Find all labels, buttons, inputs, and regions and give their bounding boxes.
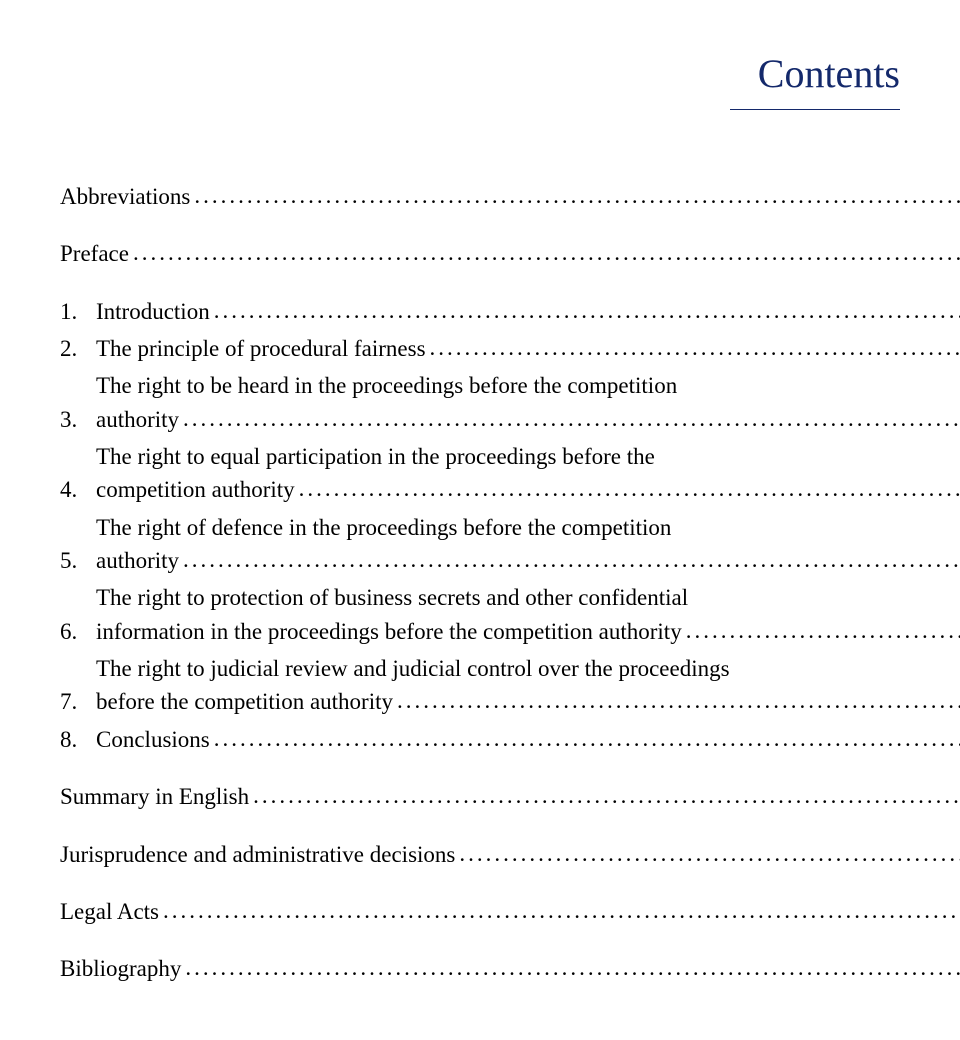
dot-leader [682, 614, 960, 647]
toc-entry-number: 4. [60, 473, 96, 506]
dot-leader [129, 236, 960, 269]
toc-entry-text: The principle of procedural fairness31 [96, 332, 960, 365]
toc-entry: 7.The right to judicial review and judic… [60, 652, 900, 719]
toc-entry-text: Jurisprudence and administrative decisio… [60, 838, 960, 871]
toc-entry-line-text: before the competition authority [96, 685, 393, 718]
toc-entry: Bibliography361 [60, 952, 900, 985]
toc-entry-line: The right of defence in the proceedings … [96, 511, 960, 544]
toc-entry: 5.The right of defence in the proceeding… [60, 511, 900, 578]
toc-entry-line-text: information in the proceedings before th… [96, 615, 682, 648]
toc-entry-line-text: The right to protection of business secr… [96, 581, 688, 614]
dot-leader [210, 294, 960, 327]
toc-entry-line: Conclusions323 [96, 723, 960, 756]
toc-entry-line-text: Abbreviations [60, 180, 190, 213]
toc-entry-text: Legal Acts357 [60, 895, 960, 928]
toc-entry-line-text: authority [96, 403, 179, 436]
toc-entry-text: Introduction21 [96, 295, 960, 328]
toc-entry-line: competition authority153 [96, 473, 960, 506]
toc-entry-text: The right to equal participation in the … [96, 440, 960, 507]
toc-entry-number: 6. [60, 615, 96, 648]
toc-entry-line: Summary in English333 [60, 780, 960, 813]
toc-entry-line: Legal Acts357 [60, 895, 960, 928]
dot-leader [179, 543, 960, 576]
toc-entry-line: Jurisprudence and administrative decisio… [60, 838, 960, 871]
toc-entry-text: Summary in English333 [60, 780, 960, 813]
dot-leader [455, 837, 960, 870]
toc-entry-line-text: The right to be heard in the proceedings… [96, 369, 677, 402]
dot-leader [393, 684, 960, 717]
toc-entry-number: 8. [60, 723, 96, 756]
toc-entry-text: The right to be heard in the proceedings… [96, 369, 960, 436]
toc-entry-line-text: The right of defence in the proceedings … [96, 511, 671, 544]
toc-entry: 3.The right to be heard in the proceedin… [60, 369, 900, 436]
toc-entry-number: 2. [60, 332, 96, 365]
toc-entry-line-text: The right to equal participation in the … [96, 440, 655, 473]
toc-entry-line: Bibliography361 [60, 952, 960, 985]
dot-leader [159, 894, 960, 927]
toc-entry-line: The right to be heard in the proceedings… [96, 369, 960, 402]
toc-entry-line: authority99 [96, 403, 960, 436]
toc-entry-number: 1. [60, 295, 96, 328]
toc-entry-text: The right to protection of business secr… [96, 581, 960, 648]
toc-entry: Preface17 [60, 237, 900, 270]
toc-entry-number: 5. [60, 544, 96, 577]
dot-leader [190, 179, 960, 212]
toc-entry-line: information in the proceedings before th… [96, 615, 960, 648]
toc-entry-line-text: Conclusions [96, 723, 210, 756]
toc-entry: Abbreviations15 [60, 180, 900, 213]
toc-entry: 8.Conclusions323 [60, 723, 900, 756]
toc-entry-line: The right to judicial review and judicia… [96, 652, 960, 685]
toc-entry: 1.Introduction21 [60, 295, 900, 328]
toc-entry: Summary in English333 [60, 780, 900, 813]
page-title: Contents [60, 50, 900, 97]
toc-entry-text: Bibliography361 [60, 952, 960, 985]
table-of-contents: Abbreviations15 Preface17 1.Introduction21… [60, 180, 900, 986]
toc-entry-line: authority177 [96, 544, 960, 577]
toc-entry-line-text: Legal Acts [60, 895, 159, 928]
toc-entry-line-text: Bibliography [60, 952, 181, 985]
toc-entry-line: The principle of procedural fairness31 [96, 332, 960, 365]
toc-entry-line-text: Jurisprudence and administrative decisio… [60, 838, 455, 871]
dot-leader [179, 402, 960, 435]
toc-entry-text: The right of defence in the proceedings … [96, 511, 960, 578]
toc-entry-line-text: Introduction [96, 295, 210, 328]
dot-leader [249, 779, 960, 812]
toc-entry-line: before the competition authority263 [96, 685, 960, 718]
toc-entry-line-text: Preface [60, 237, 129, 270]
toc-entry-line-text: authority [96, 544, 179, 577]
dot-leader [210, 722, 960, 755]
toc-entry-line: Introduction21 [96, 295, 960, 328]
toc-entry: 2.The principle of procedural fairness31 [60, 332, 900, 365]
toc-entry-line: The right to equal participation in the … [96, 440, 960, 473]
toc-entry-line: Preface17 [60, 237, 960, 270]
toc-entry-text: Conclusions323 [96, 723, 960, 756]
toc-entry-line-text: competition authority [96, 473, 295, 506]
dot-leader [295, 472, 960, 505]
title-underline [730, 109, 900, 110]
toc-entry: 4.The right to equal participation in th… [60, 440, 900, 507]
toc-entry: Jurisprudence and administrative decisio… [60, 838, 900, 871]
toc-entry-line-text: The principle of procedural fairness [96, 332, 426, 365]
toc-entry-line-text: Summary in English [60, 780, 249, 813]
toc-entry-number: 3. [60, 403, 96, 436]
dot-leader [426, 331, 960, 364]
toc-entry-text: Abbreviations15 [60, 180, 960, 213]
toc-entry-line: The right to protection of business secr… [96, 581, 960, 614]
toc-entry-text: Preface17 [60, 237, 960, 270]
toc-entry-line-text: The right to judicial review and judicia… [96, 652, 730, 685]
toc-entry: Legal Acts357 [60, 895, 900, 928]
toc-entry: 6.The right to protection of business se… [60, 581, 900, 648]
toc-entry-line: Abbreviations15 [60, 180, 960, 213]
toc-entry-number: 7. [60, 685, 96, 718]
page: Contents Abbreviations15 Preface17 1.Intro… [0, 0, 960, 1040]
dot-leader [181, 951, 960, 984]
toc-entry-text: The right to judicial review and judicia… [96, 652, 960, 719]
